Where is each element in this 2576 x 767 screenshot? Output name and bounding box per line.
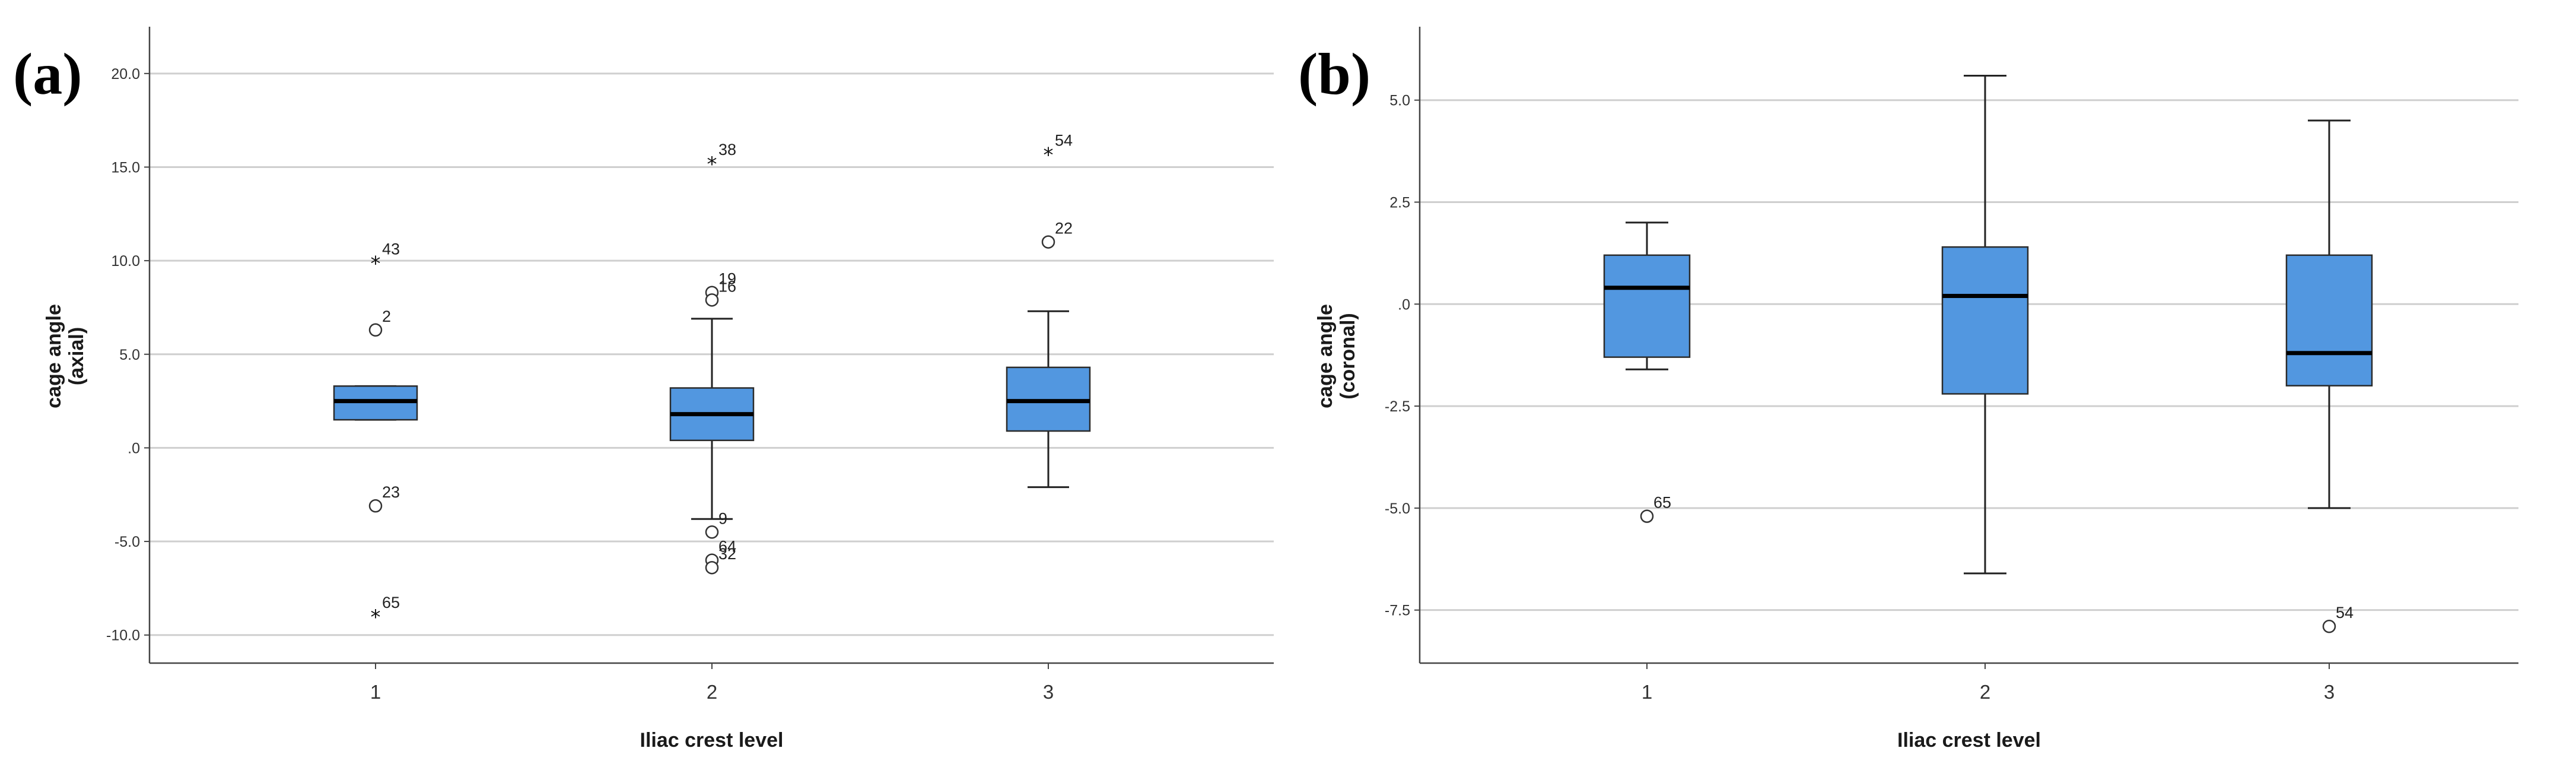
x-tick-label: 1 [370, 681, 381, 703]
y-tick-label: 10.0 [111, 253, 140, 270]
y-axis-label: cage angle(axial) [43, 304, 88, 408]
outlier-marker [705, 293, 719, 307]
y-tick-label: -10.0 [106, 627, 140, 644]
outlier-marker [705, 560, 719, 575]
outlier-extreme-marker: * [1044, 143, 1054, 167]
outlier-label: 9 [718, 509, 727, 527]
y-axis-label-line1: cage angle [43, 304, 65, 408]
outlier-label: 19 [718, 270, 736, 288]
box-iqr [1603, 254, 1691, 358]
x-tick-label: 2 [707, 681, 717, 703]
x-axis-label: Iliac crest level [640, 729, 784, 752]
y-tick-label: -2.5 [1385, 398, 1410, 415]
x-tick-label: 3 [1043, 681, 1054, 703]
y-axis-label-line2: (axial) [65, 327, 88, 385]
outlier-label: 54 [1055, 131, 1073, 149]
outlier-label: 22 [1055, 220, 1073, 237]
outlier-marker [2322, 619, 2336, 633]
outlier-marker [705, 525, 719, 539]
outlier-label: 64 [718, 538, 736, 556]
outlier-marker [368, 323, 383, 337]
panel-label: (b) [1298, 41, 1370, 107]
x-tick-label: 2 [1980, 681, 1990, 703]
outlier-label: 32 [718, 545, 736, 563]
y-tick-label: 5.0 [1389, 93, 1410, 109]
outlier-label: 65 [382, 594, 400, 611]
y-axis-label: cage angle(coronal) [1314, 304, 1359, 408]
panel-b: 5.0 2.5 .0 -2.5 -5.0 -7.5 1 2 3 65 54 (b) cage angle… [1298, 27, 2518, 752]
outlier-label: 23 [382, 483, 400, 501]
y-axis-label-line1: cage angle [1314, 304, 1337, 408]
outlier-marker [1041, 235, 1055, 249]
outlier-marker [1640, 509, 1654, 523]
outlier-extreme-marker: * [371, 606, 381, 629]
outlier-label: 16 [718, 277, 736, 295]
outlier-marker [368, 499, 383, 513]
x-tick-label: 1 [1642, 681, 1652, 703]
y-tick-label: 15.0 [111, 159, 140, 176]
x-tick-label: 3 [2324, 681, 2335, 703]
outlier-label: 54 [2336, 604, 2354, 622]
outlier-label: 38 [718, 141, 736, 159]
box-iqr [2285, 254, 2373, 386]
outlier-label: 2 [382, 308, 391, 325]
y-tick-label: .0 [1398, 296, 1410, 313]
y-tick-label: .0 [128, 440, 140, 457]
panel-a: 20.015.010.05.0.0-5.0-10.01 2 3*43223*65*3… [13, 27, 1274, 752]
outlier-extreme-marker: * [707, 153, 717, 176]
outlier-label: 43 [382, 240, 400, 258]
y-tick-label: -5.0 [115, 534, 140, 550]
panel-label: (a) [13, 41, 82, 107]
outlier-extreme-marker: * [371, 252, 381, 275]
y-tick-label: 20.0 [111, 66, 140, 83]
y-tick-label: 2.5 [1389, 194, 1410, 211]
y-tick-label: -5.0 [1385, 500, 1410, 517]
box-iqr [1941, 246, 2029, 395]
y-tick-label: -7.5 [1385, 603, 1410, 619]
y-tick-label: 5.0 [119, 347, 140, 363]
outlier-label: 65 [1653, 494, 1671, 512]
y-axis-label-line2: (coronal) [1337, 313, 1359, 399]
x-axis-label: Iliac crest level [1897, 729, 2041, 752]
